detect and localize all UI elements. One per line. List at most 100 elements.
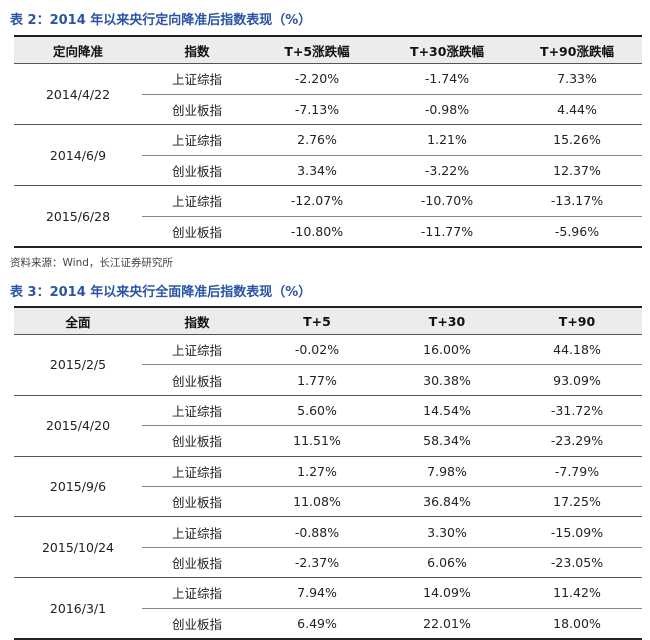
table-row: 创业板指 3.34% -3.22% 12.37%	[14, 155, 642, 186]
t30-cell: 14.09%	[382, 577, 512, 609]
t90-cell: 4.44%	[512, 94, 642, 125]
table-3-caption: 表 3：2014 年以来央行全面降准后指数表现（%）	[10, 285, 312, 300]
header-cell: 指数	[142, 35, 252, 64]
t90-cell: -5.96%	[512, 216, 642, 248]
header-cell: T+5涨跌幅	[252, 35, 382, 64]
table-row: 2014/4/22 上证综指 -2.20% -1.74% 7.33%	[14, 63, 642, 125]
header-cell: 全面	[14, 306, 142, 335]
t30-cell: 6.06%	[382, 547, 512, 579]
t30-cell: 36.84%	[382, 486, 512, 518]
date-cell: 2015/4/20	[14, 395, 142, 457]
date-cell: 2014/4/22	[14, 63, 142, 125]
t30-cell: 22.01%	[382, 608, 512, 640]
t30-cell: 14.54%	[382, 395, 512, 427]
t90-cell: 11.42%	[512, 577, 642, 609]
t30-cell: -3.22%	[382, 155, 512, 186]
date-cell: 2015/6/28	[14, 185, 142, 248]
table-row: 创业板指 -2.37% 6.06% -23.05%	[14, 547, 642, 579]
date-cell: 2015/2/5	[14, 334, 142, 396]
t90-cell: -31.72%	[512, 395, 642, 427]
header-cell: T+5	[252, 306, 382, 335]
index-name-cell: 上证综指	[142, 63, 252, 95]
source-note: 资料来源：Wind，长江证券研究所	[10, 257, 173, 269]
index-name-cell: 创业板指	[142, 608, 252, 640]
t30-cell: 3.30%	[382, 516, 512, 548]
table-2-header-row: 定向降准 指数 T+5涨跌幅 T+30涨跌幅 T+90涨跌幅	[14, 35, 642, 64]
date-cell: 2014/6/9	[14, 124, 142, 186]
table-2: 定向降准 指数 T+5涨跌幅 T+30涨跌幅 T+90涨跌幅 2014/4/22…	[14, 35, 642, 248]
index-name-cell: 上证综指	[142, 456, 252, 487]
table-row: 创业板指 11.08% 36.84% 17.25%	[14, 486, 642, 518]
t5-cell: 1.77%	[252, 364, 382, 396]
t5-cell: 2.76%	[252, 124, 382, 156]
t5-cell: -0.02%	[252, 334, 382, 366]
index-name-cell: 上证综指	[142, 334, 252, 366]
t5-cell: 7.94%	[252, 577, 382, 609]
index-name-cell: 创业板指	[142, 155, 252, 186]
index-name-cell: 创业板指	[142, 216, 252, 248]
t30-cell: -10.70%	[382, 185, 512, 217]
header-cell: T+30涨跌幅	[382, 35, 512, 64]
table-row: 创业板指 1.77% 30.38% 93.09%	[14, 364, 642, 396]
table-row: 2016/3/1 上证综指 7.94% 14.09% 11.42%	[14, 577, 642, 640]
t5-cell: 6.49%	[252, 608, 382, 640]
t30-cell: 16.00%	[382, 334, 512, 366]
t90-cell: 17.25%	[512, 486, 642, 518]
t5-cell: -10.80%	[252, 216, 382, 248]
table-row: 2015/6/28 上证综指 -12.07% -10.70% -13.17%	[14, 185, 642, 248]
table-row: 2015/2/5 上证综指 -0.02% 16.00% 44.18%	[14, 334, 642, 396]
t5-cell: 1.27%	[252, 456, 382, 487]
t90-cell: -23.05%	[512, 547, 642, 579]
date-cell: 2015/10/24	[14, 516, 142, 579]
t90-cell: -13.17%	[512, 185, 642, 217]
t30-cell: 30.38%	[382, 364, 512, 396]
index-name-cell: 创业板指	[142, 364, 252, 396]
t90-cell: -15.09%	[512, 516, 642, 548]
t90-cell: -23.29%	[512, 425, 642, 457]
index-name-cell: 创业板指	[142, 425, 252, 457]
t90-cell: -7.79%	[512, 456, 642, 487]
t30-cell: 1.21%	[382, 124, 512, 156]
index-name-cell: 创业板指	[142, 486, 252, 518]
t90-cell: 15.26%	[512, 124, 642, 156]
header-cell: T+90	[512, 306, 642, 335]
table-3-header-row: 全面 指数 T+5 T+30 T+90	[14, 306, 642, 335]
header-cell: 定向降准	[14, 35, 142, 64]
table-row: 创业板指 -10.80% -11.77% -5.96%	[14, 216, 642, 248]
t5-cell: -7.13%	[252, 94, 382, 125]
t90-cell: 12.37%	[512, 155, 642, 186]
date-cell: 2015/9/6	[14, 456, 142, 518]
header-cell: 指数	[142, 306, 252, 335]
table-row: 2015/4/20 上证综指 5.60% 14.54% -31.72%	[14, 395, 642, 457]
table-row: 创业板指 -7.13% -0.98% 4.44%	[14, 94, 642, 125]
t90-cell: 7.33%	[512, 63, 642, 95]
t5-cell: -0.88%	[252, 516, 382, 548]
t90-cell: 93.09%	[512, 364, 642, 396]
table-row: 2015/10/24 上证综指 -0.88% 3.30% -15.09%	[14, 516, 642, 579]
index-name-cell: 创业板指	[142, 547, 252, 579]
t5-cell: 11.51%	[252, 425, 382, 457]
t90-cell: 44.18%	[512, 334, 642, 366]
table-row: 2015/9/6 上证综指 1.27% 7.98% -7.79%	[14, 456, 642, 518]
t5-cell: 5.60%	[252, 395, 382, 427]
t30-cell: -1.74%	[382, 63, 512, 95]
header-cell: T+90涨跌幅	[512, 35, 642, 64]
index-name-cell: 上证综指	[142, 395, 252, 427]
t90-cell: 18.00%	[512, 608, 642, 640]
table-row: 2014/6/9 上证综指 2.76% 1.21% 15.26%	[14, 124, 642, 186]
index-name-cell: 上证综指	[142, 516, 252, 548]
t5-cell: 3.34%	[252, 155, 382, 186]
index-name-cell: 上证综指	[142, 185, 252, 217]
t30-cell: -11.77%	[382, 216, 512, 248]
index-name-cell: 上证综指	[142, 577, 252, 609]
index-name-cell: 上证综指	[142, 124, 252, 156]
date-cell: 2016/3/1	[14, 577, 142, 640]
index-name-cell: 创业板指	[142, 94, 252, 125]
table-row: 创业板指 11.51% 58.34% -23.29%	[14, 425, 642, 457]
t30-cell: 7.98%	[382, 456, 512, 487]
t30-cell: 58.34%	[382, 425, 512, 457]
t5-cell: -2.37%	[252, 547, 382, 579]
t5-cell: 11.08%	[252, 486, 382, 518]
t5-cell: -12.07%	[252, 185, 382, 217]
t30-cell: -0.98%	[382, 94, 512, 125]
